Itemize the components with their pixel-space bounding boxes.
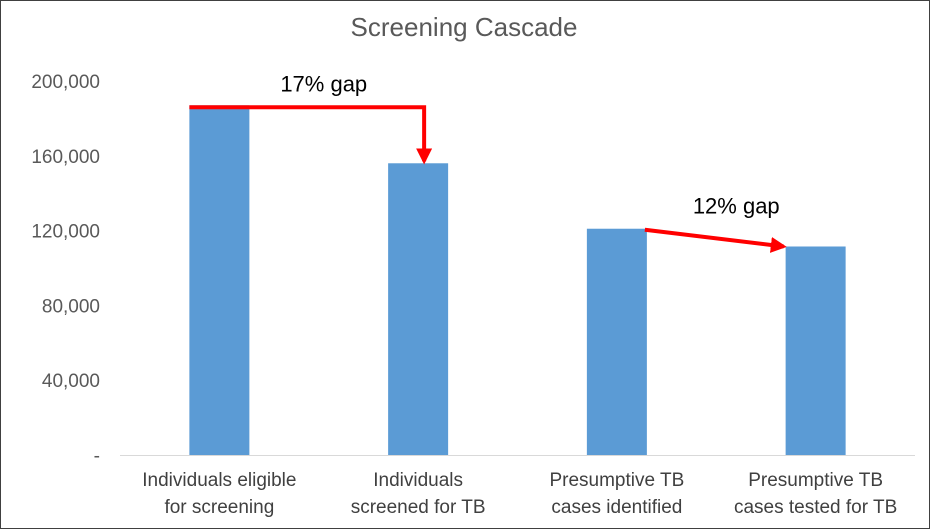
- chart-title: Screening Cascade: [350, 12, 578, 42]
- category-label: Presumptive TB: [549, 470, 684, 491]
- category-labels: Individuals eligible for screening Individ…: [142, 470, 897, 518]
- y-tick-label: -: [94, 446, 100, 467]
- y-tick-label: 160,000: [31, 147, 100, 168]
- bars: [189, 105, 846, 455]
- bar: [586, 228, 647, 455]
- gap-label: 17% gap: [280, 71, 367, 96]
- y-axis-ticks: - 40,000 80,000 120,000 160,000 200,000: [31, 72, 100, 467]
- category-label: Presumptive TB: [748, 470, 883, 491]
- category-label: Individuals eligible: [142, 470, 296, 491]
- y-tick-label: 40,000: [42, 371, 100, 392]
- category-label: cases identified: [551, 497, 682, 518]
- category-label: cases tested for TB: [734, 497, 897, 518]
- y-tick-label: 120,000: [31, 222, 100, 243]
- gap-annotations: 17% gap 12% gap: [189, 71, 787, 253]
- bar: [388, 163, 449, 455]
- y-tick-label: 80,000: [42, 296, 100, 317]
- gap-label: 12% gap: [693, 194, 780, 219]
- gap-arrow: [189, 105, 433, 165]
- category-label: for screening: [164, 497, 274, 518]
- y-tick-label: 200,000: [31, 72, 100, 93]
- bar: [785, 246, 846, 455]
- bar: [189, 105, 250, 455]
- category-label: Individuals: [373, 470, 463, 491]
- category-label: screened for TB: [351, 497, 486, 518]
- gap-arrow: [644, 227, 787, 253]
